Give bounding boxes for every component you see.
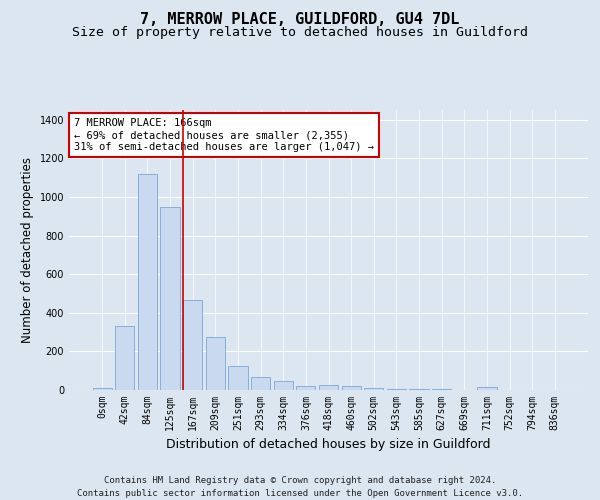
Bar <box>115 326 134 390</box>
Text: Size of property relative to detached houses in Guildford: Size of property relative to detached ho… <box>72 26 528 39</box>
Bar <box>341 386 361 390</box>
Bar <box>92 388 112 390</box>
Text: 7 MERROW PLACE: 166sqm
← 69% of detached houses are smaller (2,355)
31% of semi-: 7 MERROW PLACE: 166sqm ← 69% of detached… <box>74 118 374 152</box>
Text: Contains HM Land Registry data © Crown copyright and database right 2024.: Contains HM Land Registry data © Crown c… <box>104 476 496 485</box>
Bar <box>432 389 451 390</box>
Text: Contains public sector information licensed under the Open Government Licence v3: Contains public sector information licen… <box>77 489 523 498</box>
Bar <box>206 337 225 390</box>
Bar <box>138 174 157 390</box>
Bar <box>477 387 497 390</box>
Bar <box>274 382 293 390</box>
Bar <box>364 388 383 390</box>
Bar <box>319 385 338 390</box>
Bar <box>160 206 180 390</box>
Bar <box>296 386 316 390</box>
Bar <box>229 366 248 390</box>
Text: 7, MERROW PLACE, GUILDFORD, GU4 7DL: 7, MERROW PLACE, GUILDFORD, GU4 7DL <box>140 12 460 28</box>
Bar <box>387 389 406 390</box>
Y-axis label: Number of detached properties: Number of detached properties <box>21 157 34 343</box>
Bar <box>183 300 202 390</box>
Bar <box>409 389 428 390</box>
X-axis label: Distribution of detached houses by size in Guildford: Distribution of detached houses by size … <box>166 438 491 452</box>
Bar <box>251 378 270 390</box>
